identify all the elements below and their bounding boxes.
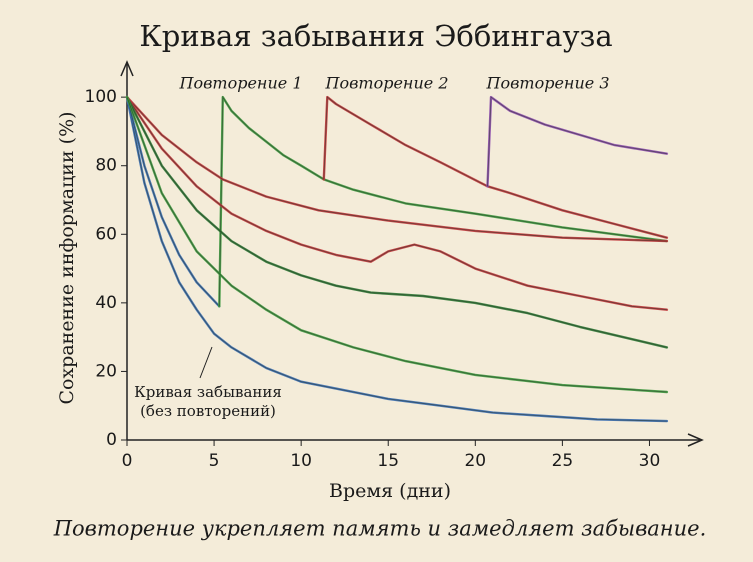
x-tick-label: 5 (209, 451, 220, 471)
line-series-ink (487, 96, 667, 187)
x-tick-label: 15 (377, 451, 399, 471)
x-axis-label: Время (дни) (329, 480, 451, 502)
x-axis-arrow (687, 433, 704, 447)
y-tick-label: 100 (85, 87, 117, 107)
repetition-label: Повторение 2 (325, 74, 449, 93)
repetition-label: Повторение 3 (486, 74, 610, 93)
annotation-pointer (199, 346, 213, 379)
line-series (125, 95, 669, 423)
y-axis-label: Сохранение информации (%) (56, 111, 78, 404)
line-series-ink (126, 96, 667, 311)
y-tick-label: 80 (95, 156, 117, 176)
line-series-ink (126, 97, 220, 307)
y-tick-label: 0 (106, 430, 117, 450)
annotation-label: (без повторений) (140, 402, 276, 420)
y-axis-arrow (120, 60, 134, 77)
y-tick-label: 60 (95, 224, 117, 244)
annotation-label: Кривая забывания (134, 383, 282, 401)
x-tick-label: 20 (464, 451, 486, 471)
x-tick-label: 25 (552, 451, 574, 471)
y-tick-label: 40 (95, 293, 117, 313)
line-series-ink (126, 96, 667, 242)
subtitle: Повторение укрепляет память и замедляет … (53, 517, 707, 541)
line-series-ink (126, 97, 667, 422)
x-tick-label: 30 (639, 451, 661, 471)
line-series-ink (323, 96, 668, 239)
line-series (125, 95, 669, 311)
y-tick-label: 20 (95, 361, 117, 381)
repetition-label: Повторение 1 (179, 74, 303, 93)
x-tick-label: 10 (290, 451, 312, 471)
x-tick-label: 0 (122, 451, 133, 471)
line-series (125, 95, 221, 308)
line-series-ink (126, 96, 667, 348)
line-series-ink (218, 95, 667, 307)
chart-title: Кривая забывания Эббингауза (139, 19, 612, 53)
line-series (486, 95, 669, 188)
line-series-ink (126, 96, 667, 393)
